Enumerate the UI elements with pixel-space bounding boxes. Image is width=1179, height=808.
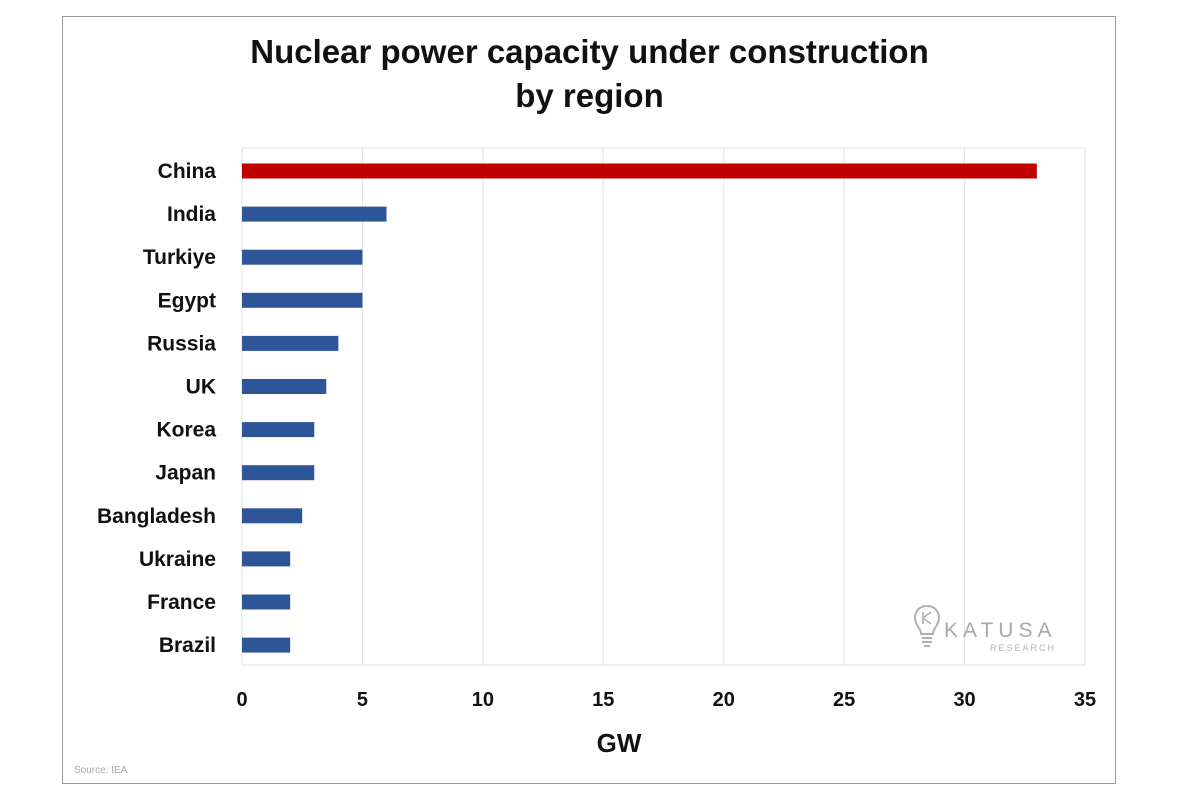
x-tick-label: 30: [953, 689, 975, 711]
bar-russia: [242, 335, 339, 351]
x-tick-label: 35: [1074, 689, 1096, 711]
x-tick-label: 20: [713, 689, 735, 711]
bar-india: [242, 206, 387, 222]
category-label-brazil: Brazil: [159, 634, 216, 657]
category-label-bangladesh: Bangladesh: [97, 505, 216, 528]
bar-ukraine: [242, 551, 291, 567]
bar-egypt: [242, 292, 363, 308]
gridlines: [241, 148, 1086, 665]
source-note: Source: IEA: [74, 765, 128, 776]
plot-border: [241, 147, 1086, 666]
category-label-uk: UK: [186, 376, 216, 399]
logo-subtitle: RESEARCH: [990, 643, 1057, 653]
category-label-egypt: Egypt: [158, 289, 216, 312]
category-label-japan: Japan: [155, 462, 216, 485]
bar-japan: [242, 465, 315, 481]
bar-korea: [242, 422, 315, 438]
bar-brazil: [242, 637, 291, 653]
bar-uk: [242, 379, 327, 394]
category-labels: China India Turkiye Egypt Russia UK Korea Japan…: [97, 160, 216, 657]
category-label-turkiye: Turkiye: [143, 246, 216, 269]
x-tick-labels: 0 5 10 15 20 25 30 35: [236, 689, 1096, 711]
category-label-korea: Korea: [156, 419, 216, 442]
bar-france: [242, 594, 291, 610]
katusa-logo: KATUSA RESEARCH: [912, 603, 1072, 659]
x-tick-label: 10: [472, 689, 494, 711]
x-tick-label: 0: [236, 689, 247, 711]
bar-bangladesh: [242, 508, 303, 524]
bars: [242, 163, 1037, 653]
chart-title: Nuclear power capacity under constructio…: [0, 30, 1179, 118]
bar-turkiye: [242, 249, 363, 265]
plot-area: [241, 147, 1086, 666]
logo-name: KATUSA: [944, 619, 1057, 642]
bar-china: [242, 163, 1037, 179]
x-tick-label: 15: [592, 689, 614, 711]
x-tick-label: 25: [833, 689, 855, 711]
category-label-india: India: [167, 203, 216, 226]
category-label-france: France: [147, 591, 216, 614]
lightbulb-icon: [913, 604, 941, 647]
category-label-china: China: [158, 160, 217, 183]
x-tick-label: 5: [357, 689, 368, 711]
chart-title-line-1: Nuclear power capacity under constructio…: [250, 33, 929, 70]
chart-frame: [62, 16, 1116, 784]
category-label-russia: Russia: [147, 332, 216, 355]
category-label-ukraine: Ukraine: [139, 548, 216, 571]
chart-title-line-2: by region: [515, 77, 664, 114]
x-axis-title: GW: [597, 728, 642, 758]
